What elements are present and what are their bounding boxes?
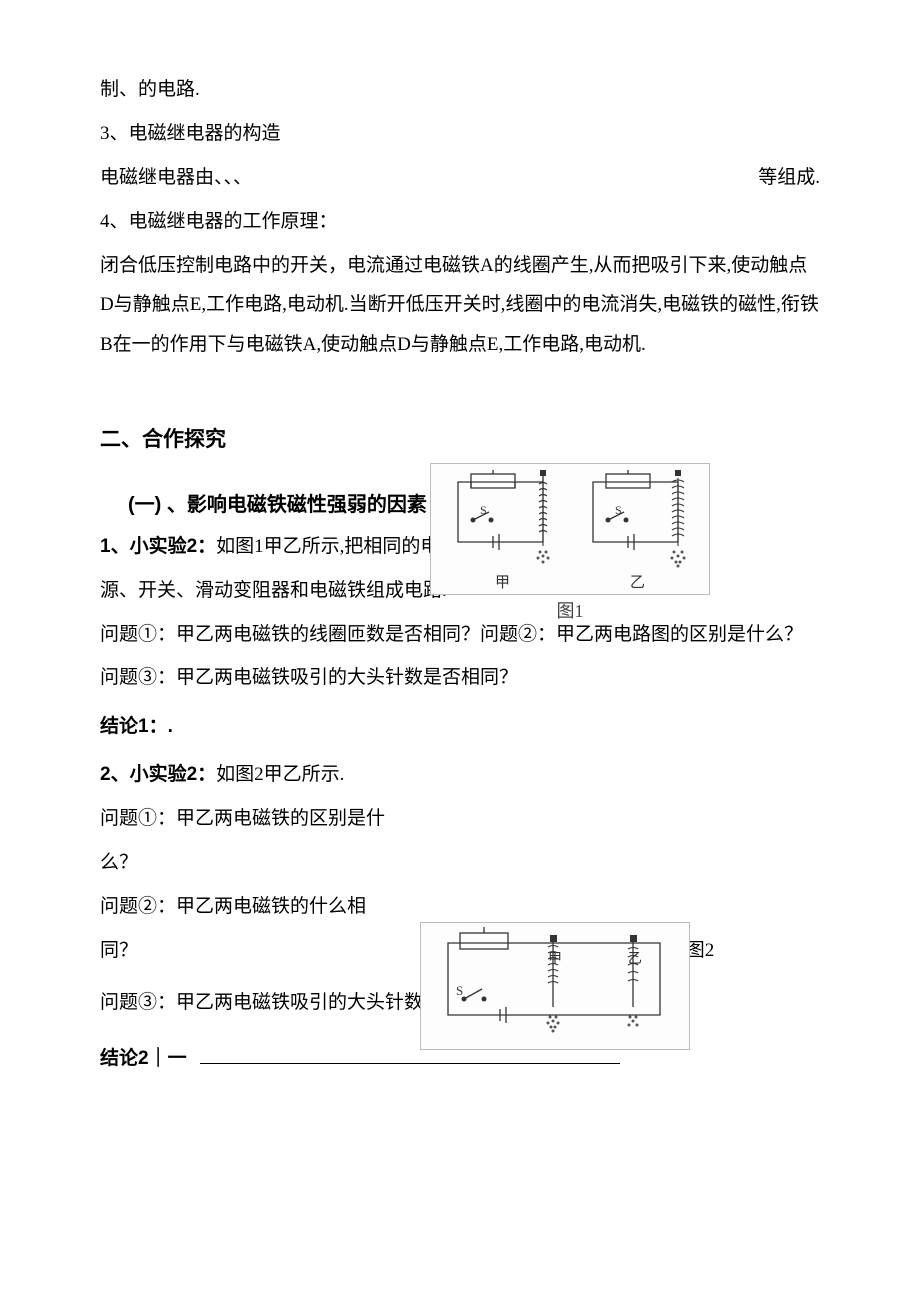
para-3-right: 等组成. <box>758 158 820 198</box>
para-line-4: 4、电磁继电器的工作原理： <box>100 202 820 242</box>
fig2-yi-label: 乙 <box>628 951 642 967</box>
question-2-2b: 同？ <box>100 931 400 971</box>
circuit-yi-svg: S <box>578 470 698 570</box>
switch-label-1a: S <box>480 503 487 517</box>
figure-2: S 甲 <box>420 922 690 1050</box>
question-1-12: 问题①：甲乙两电磁铁的线圈匝数是否相同？问题②：甲乙两电路图的区别是什么？ <box>100 619 820 651</box>
conclusion-1: 结论1：. <box>100 707 820 747</box>
question-2-1a: 问题①：甲乙两电磁铁的区别是什 <box>100 799 820 839</box>
switch-label-2: S <box>456 983 463 998</box>
figure-2-frame: S 甲 <box>420 922 690 1050</box>
circuit-yi-1: S 乙 <box>578 470 698 592</box>
fig1-yi-label: 乙 <box>630 571 645 592</box>
para-3-left: 电磁继电器由、、、 <box>100 158 252 198</box>
switch-label-1b: S <box>615 503 622 517</box>
circuit-jia-1: S 甲 <box>443 470 563 592</box>
question-1-3: 问题③：甲乙两电磁铁吸引的大头针数是否相同？ <box>100 658 820 698</box>
figure-1: S 甲 <box>430 463 710 623</box>
section-2-heading: 二、合作探究 <box>100 417 820 463</box>
fig1-jia-label: 甲 <box>495 571 510 592</box>
circuit-jia-svg: S <box>443 470 563 570</box>
fig2-jia-label: 甲 <box>548 952 562 967</box>
figure-1-frame: S 甲 <box>430 463 710 595</box>
para-line-1: 制、的电路. <box>100 70 820 110</box>
question-2-2a: 问题②：甲乙两电磁铁的什么相 <box>100 887 820 927</box>
figure-2-svg: S 甲 <box>430 927 680 1045</box>
para-line-3: 电磁继电器由、、、 等组成. <box>100 158 820 198</box>
exp2-label: 2、小实验2： <box>100 764 216 785</box>
exp2-line-1: 2、小实验2：如图2甲乙所示. <box>100 755 820 795</box>
figure-1-caption: 图1 <box>430 597 710 623</box>
exp2-body: 如图2甲乙所示. <box>216 764 344 785</box>
para-line-5: 闭合低压控制电路中的开关，电流通过电磁铁A的线圈产生,从而把吸引下来,使动触点D… <box>100 246 820 366</box>
exp1-label: 1、小实验2： <box>100 536 216 557</box>
para-line-2: 3、电磁继电器的构造 <box>100 114 820 154</box>
question-2-1b: 么？ <box>100 843 820 883</box>
conclusion-2-label: 结论2｜一 <box>100 1048 187 1069</box>
exp1-body-a: 如图1甲乙所示,把相同的电 <box>216 536 439 557</box>
